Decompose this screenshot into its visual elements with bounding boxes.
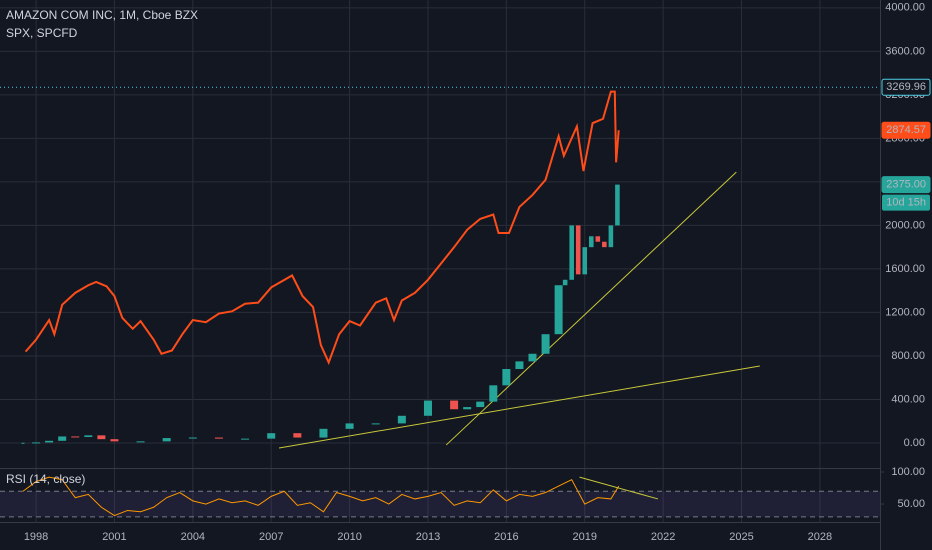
candle (214, 437, 223, 439)
x-tick-label: 2028 (808, 531, 832, 543)
candle (97, 435, 106, 440)
candle (595, 236, 601, 242)
candle (569, 225, 574, 280)
candle (71, 436, 80, 438)
candle (84, 435, 93, 437)
candle (45, 440, 54, 443)
candle (588, 236, 594, 248)
x-tick-label: 2004 (181, 531, 205, 543)
candle (371, 423, 380, 425)
candle (293, 433, 302, 438)
axis: 1998 2001 2004 2007 2010 2013 2016 2019 2022 2025… (24, 2, 931, 543)
y-tick-label: 2000.00 (885, 219, 925, 231)
candle (582, 247, 588, 275)
x-tick-label: 2025 (729, 531, 753, 543)
candle (489, 385, 498, 402)
plot (0, 86, 880, 518)
candle (345, 423, 354, 429)
countdown: 10d 15h (886, 197, 926, 209)
candle (502, 369, 511, 386)
x-tick-label: 2001 (102, 531, 126, 543)
countdown-box (882, 194, 930, 211)
candle (615, 184, 620, 226)
y-tick-label: 400.00 (891, 393, 925, 405)
rsi-trendline (579, 476, 659, 500)
candle (241, 438, 250, 440)
candle (541, 334, 550, 354)
spx-line (24, 90, 620, 366)
x-tick-label: 2007 (259, 531, 283, 543)
x-tick-label: 2019 (573, 531, 597, 543)
price-label-box (881, 78, 931, 96)
candle (136, 441, 145, 443)
rsi-line (22, 476, 620, 517)
candle (162, 438, 171, 442)
rsi-legend: RSI (14, close) (6, 472, 85, 486)
x-tick-label: 2013 (416, 531, 440, 543)
y-tick-label: 0.00 (904, 437, 925, 449)
candle (58, 436, 67, 441)
y-tick-label: 800.00 (891, 350, 925, 362)
candle (528, 353, 537, 362)
candle (450, 400, 459, 410)
candle (608, 225, 614, 248)
candle (110, 439, 119, 442)
y-tick-label: 50.00 (897, 498, 925, 510)
candle (476, 401, 485, 408)
candle (575, 225, 581, 275)
candle (423, 400, 432, 416)
candle (515, 361, 524, 370)
trendline (278, 365, 760, 449)
candle (463, 407, 472, 410)
y-tick-label: 1600.00 (885, 263, 925, 275)
main-legend: AMAZON COM INC, 1M, Cboe BZX (6, 8, 198, 22)
candle (319, 428, 328, 438)
candle (267, 433, 276, 439)
x-tick-label: 2010 (337, 531, 361, 543)
candle (21, 442, 25, 444)
candle (554, 285, 563, 335)
candle (562, 279, 568, 286)
candle (397, 415, 406, 424)
y-tick-label: 1200.00 (885, 306, 925, 318)
price-label: 2375.00 (886, 179, 926, 191)
y-tick-label: 100.00 (891, 466, 925, 478)
x-tick-label: 1998 (24, 531, 48, 543)
price-label-box (881, 176, 931, 194)
candle (32, 442, 41, 444)
x-tick-label: 2016 (494, 531, 518, 543)
price-label-box (881, 121, 931, 139)
candle (188, 437, 197, 439)
y-tick-label: 3600.00 (885, 45, 925, 57)
y-tick-label: 4000.00 (885, 2, 925, 14)
price-label: 2874.57 (886, 124, 926, 136)
overlay-legend: SPX, SPCFD (6, 26, 78, 40)
rsi-band (0, 491, 880, 517)
price-label: 3269.96 (886, 81, 926, 93)
candle (602, 241, 607, 248)
x-tick-label: 2022 (651, 531, 675, 543)
